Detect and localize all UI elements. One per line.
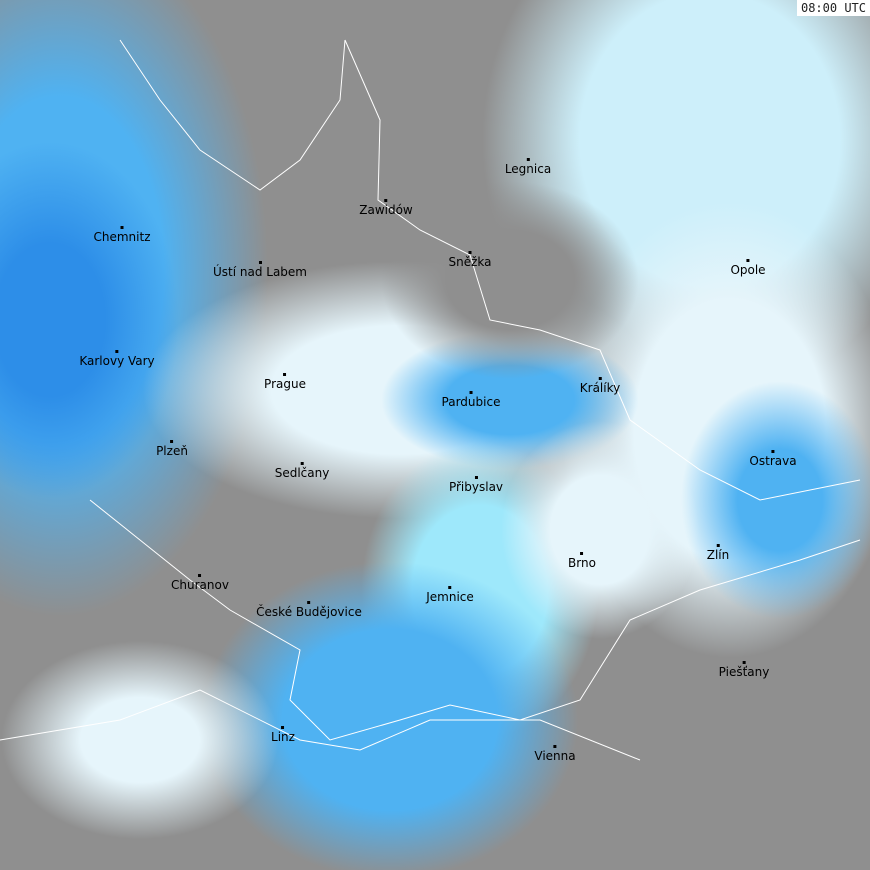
city-label: Králíky xyxy=(579,381,621,395)
city-ceske-budejovice: České Budějovice xyxy=(256,601,362,618)
city-dot xyxy=(115,350,119,353)
country-border xyxy=(89,499,861,741)
city-label: Karlovy Vary xyxy=(79,354,155,368)
city-dot xyxy=(258,261,262,264)
city-label: Zlín xyxy=(706,548,730,562)
city-snezka: Sněžka xyxy=(449,251,492,268)
city-label: České Budějovice xyxy=(256,605,362,619)
no-echo-area xyxy=(380,180,640,380)
city-pribyslav: Přibyslav xyxy=(449,476,503,493)
city-piestany: Piešťany xyxy=(718,661,770,679)
city-dot xyxy=(120,226,124,229)
city-dot xyxy=(300,462,304,465)
city-label: Jemnice xyxy=(426,590,474,604)
city-prague: Prague xyxy=(264,373,306,390)
city-dot xyxy=(469,391,473,394)
city-label: Piešťany xyxy=(718,665,770,679)
timestamp-label: 08:00 UTC xyxy=(796,0,870,16)
city-opole: Opole xyxy=(730,259,766,277)
city-zlin: Zlín xyxy=(706,544,730,562)
city-dot xyxy=(746,259,750,262)
city-label: Vienna xyxy=(534,749,576,763)
city-dot xyxy=(198,574,202,577)
city-dot xyxy=(716,544,720,547)
city-brno: Brno xyxy=(568,552,596,569)
city-dot xyxy=(580,552,584,555)
city-zawidow: Zawidów xyxy=(359,199,413,216)
city-sedlcany: Sedlčany xyxy=(274,462,330,480)
city-kraliky: Králíky xyxy=(580,377,620,394)
precip-area xyxy=(680,380,870,620)
city-label: Plzeň xyxy=(156,444,188,458)
city-dot xyxy=(553,745,557,748)
city-label: Ostrava xyxy=(749,454,797,468)
city-label: Churanov xyxy=(171,578,229,592)
city-dot xyxy=(170,440,174,443)
city-label: Legnica xyxy=(504,162,552,176)
city-plzen: Plzeň xyxy=(156,440,188,457)
city-label: Pardubice xyxy=(441,395,501,409)
city-dot xyxy=(384,199,388,202)
city-dot xyxy=(598,377,602,380)
precip-area xyxy=(0,640,280,840)
city-dot xyxy=(468,251,472,254)
city-churanov: Churanov xyxy=(171,574,229,591)
city-dot xyxy=(742,661,746,664)
precip-area xyxy=(500,420,700,640)
city-jemnice: Jemnice xyxy=(426,586,474,603)
city-dot xyxy=(526,158,530,161)
city-dot xyxy=(307,601,311,604)
city-usti-nad-labem: Ústí nad Labem xyxy=(213,261,307,278)
city-pardubice: Pardubice xyxy=(441,391,501,409)
city-ostrava: Ostrava xyxy=(749,450,797,468)
city-label: Ústí nad Labem xyxy=(212,265,308,279)
river xyxy=(0,689,641,761)
city-legnica: Legnica xyxy=(505,158,551,175)
city-label: Přibyslav xyxy=(448,480,504,494)
city-label: Sedlčany xyxy=(274,466,330,480)
city-karlovy-vary: Karlovy Vary xyxy=(79,350,155,368)
city-label: Chemnitz xyxy=(93,230,151,244)
city-dot xyxy=(474,476,478,479)
city-dot xyxy=(448,586,452,589)
city-label: Prague xyxy=(264,377,306,391)
city-label: Zawidów xyxy=(359,203,413,217)
country-border xyxy=(119,39,861,501)
city-chemnitz: Chemnitz xyxy=(94,226,151,243)
city-label: Sněžka xyxy=(448,255,492,269)
city-dot xyxy=(281,726,285,729)
city-vienna: Vienna xyxy=(534,745,576,763)
city-label: Linz xyxy=(271,730,295,744)
city-dot xyxy=(283,373,287,376)
city-label: Brno xyxy=(568,556,596,570)
city-linz: Linz xyxy=(271,726,295,743)
city-dot xyxy=(771,450,775,453)
city-label: Opole xyxy=(730,263,766,277)
